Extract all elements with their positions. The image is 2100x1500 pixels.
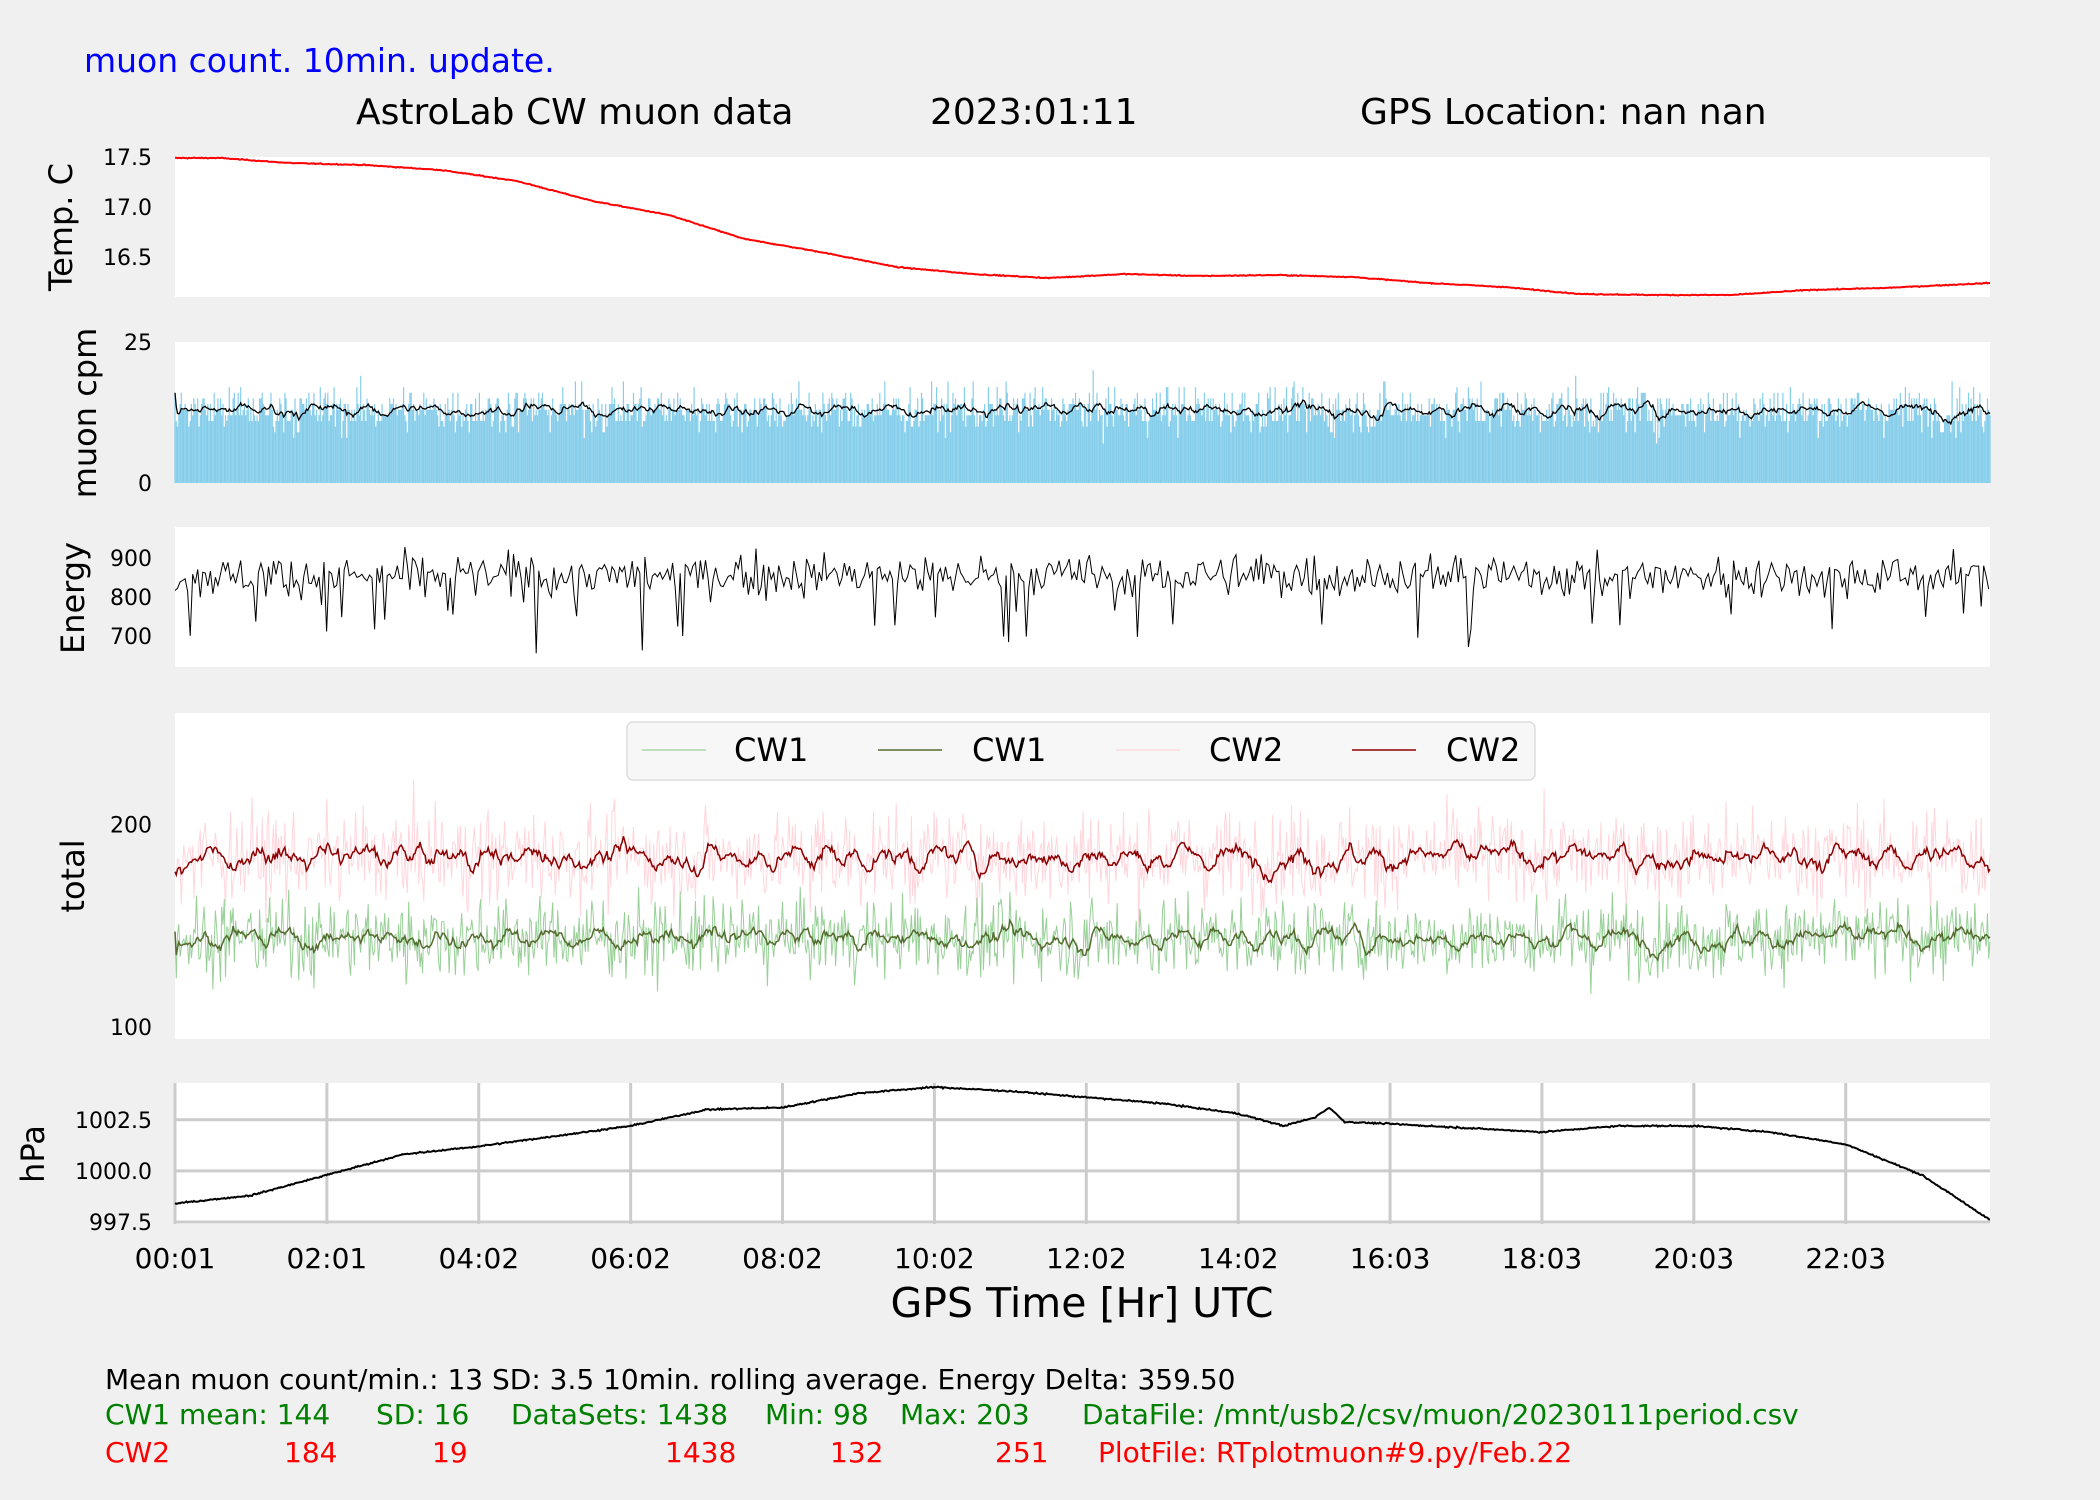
muon-rolling-average-line xyxy=(174,392,1991,426)
xtick-label: 10:02 xyxy=(894,1242,975,1275)
footer-summary: Mean muon count/min.: 13 SD: 3.5 10min. … xyxy=(105,1363,1235,1396)
legend-box xyxy=(626,721,1536,781)
ytick-temperature: 17.0 xyxy=(103,196,152,221)
cw1-datasets: DataSets: 1438 xyxy=(511,1398,728,1431)
cw2-sd: 19 xyxy=(432,1436,468,1469)
cw2-mean: 184 xyxy=(284,1436,337,1469)
ytick-energy: 700 xyxy=(110,625,152,650)
xtick-label: 14:02 xyxy=(1198,1242,1279,1275)
temperature-plot-area xyxy=(175,157,1990,297)
ytick-pressure: 1000.0 xyxy=(75,1160,152,1185)
pressure-series xyxy=(174,1085,1991,1221)
cw2-label: CW2 xyxy=(105,1436,170,1469)
xtick-label: 18:03 xyxy=(1502,1242,1583,1275)
footer-cw2-stats: CW2 184 19 1438 132 251 PlotFile: RTplot… xyxy=(105,1436,1572,1469)
pressure-plot-area xyxy=(175,1083,1990,1224)
legend-label-cw1-raw: CW1 xyxy=(734,731,808,769)
legend-label-cw2-avg: CW2 xyxy=(1446,731,1520,769)
cw1-datafile: DataFile: /mnt/usb2/csv/muon/20230111per… xyxy=(1082,1398,1799,1431)
legend-label-cw1-avg: CW1 xyxy=(972,731,1046,769)
ytick-pressure: 1002.5 xyxy=(75,1109,152,1134)
energy-line xyxy=(174,546,1990,654)
ytick-energy: 800 xyxy=(110,586,152,611)
gps-location: GPS Location: nan nan xyxy=(1360,92,1767,133)
footer-cw1-stats: CW1 mean: 144 SD: 16 DataSets: 1438 Min:… xyxy=(105,1398,1799,1431)
muon-series xyxy=(174,370,1991,483)
ytick-muon_cpm: 0 xyxy=(138,472,152,497)
energy-series xyxy=(174,546,1990,654)
figure-title: AstroLab CW muon data xyxy=(356,92,793,133)
muon-bars xyxy=(174,370,1991,483)
xtick-label: 20:03 xyxy=(1653,1242,1734,1275)
energy-ylabel: Energy xyxy=(54,542,92,654)
cw1-rolling-average-line xyxy=(174,918,1991,962)
xtick-label: 12:02 xyxy=(1046,1242,1127,1275)
cw1-max: Max: 203 xyxy=(900,1398,1030,1431)
legend-label-cw2-raw: CW2 xyxy=(1209,731,1283,769)
ytick-temperature: 16.5 xyxy=(103,246,152,271)
xtick-label: 00:01 xyxy=(135,1242,216,1275)
total-ylabel: total xyxy=(54,839,92,912)
ytick-total: 100 xyxy=(110,1016,152,1041)
xtick-label: 06:02 xyxy=(590,1242,671,1275)
x-axis-label: GPS Time [Hr] UTC xyxy=(891,1279,1274,1327)
xtick-label: 16:03 xyxy=(1350,1242,1431,1275)
cw1-min: Min: 98 xyxy=(765,1398,869,1431)
pressure-line xyxy=(174,1085,1991,1221)
temperature-ylabel: Temp. C xyxy=(42,163,80,292)
muon-ylabel: muon cpm xyxy=(66,328,104,499)
xtick-label: 08:02 xyxy=(742,1242,823,1275)
ytick-total: 200 xyxy=(110,813,152,838)
ytick-muon_cpm: 25 xyxy=(124,331,152,356)
ytick-pressure: 997.5 xyxy=(89,1211,152,1236)
axis-ticks: 16.5 17.0 17.5 0 25 700 800 900 100 200 997.5 1000.… xyxy=(75,146,1886,1275)
cw2-plotfile: PlotFile: RTplotmuon#9.py/Feb.22 xyxy=(1098,1436,1572,1469)
cw2-min: 132 xyxy=(830,1436,883,1469)
ytick-temperature: 17.5 xyxy=(103,146,152,171)
cw1-mean: CW1 mean: 144 xyxy=(105,1398,330,1431)
cw1-sd: SD: 16 xyxy=(376,1398,469,1431)
figure-date: 2023:01:11 xyxy=(930,92,1138,133)
xtick-label: 22:03 xyxy=(1805,1242,1886,1275)
total-series xyxy=(174,779,1991,995)
temperature-line xyxy=(174,156,1990,297)
cw2-rolling-average-line xyxy=(174,836,1991,884)
update-note: muon count. 10min. update. xyxy=(84,41,555,80)
total-legend: CW1 CW1 CW2 CW2 xyxy=(626,721,1536,781)
xtick-label: 04:02 xyxy=(438,1242,519,1275)
cw2-max: 251 xyxy=(995,1436,1048,1469)
temperature-series xyxy=(174,156,1990,297)
ytick-energy: 900 xyxy=(110,547,152,572)
cw2-datasets: 1438 xyxy=(665,1436,736,1469)
pressure-grid xyxy=(173,1083,1990,1224)
xtick-label: 02:01 xyxy=(287,1242,368,1275)
pressure-ylabel: hPa xyxy=(14,1125,52,1183)
energy-plot-area xyxy=(175,527,1990,667)
